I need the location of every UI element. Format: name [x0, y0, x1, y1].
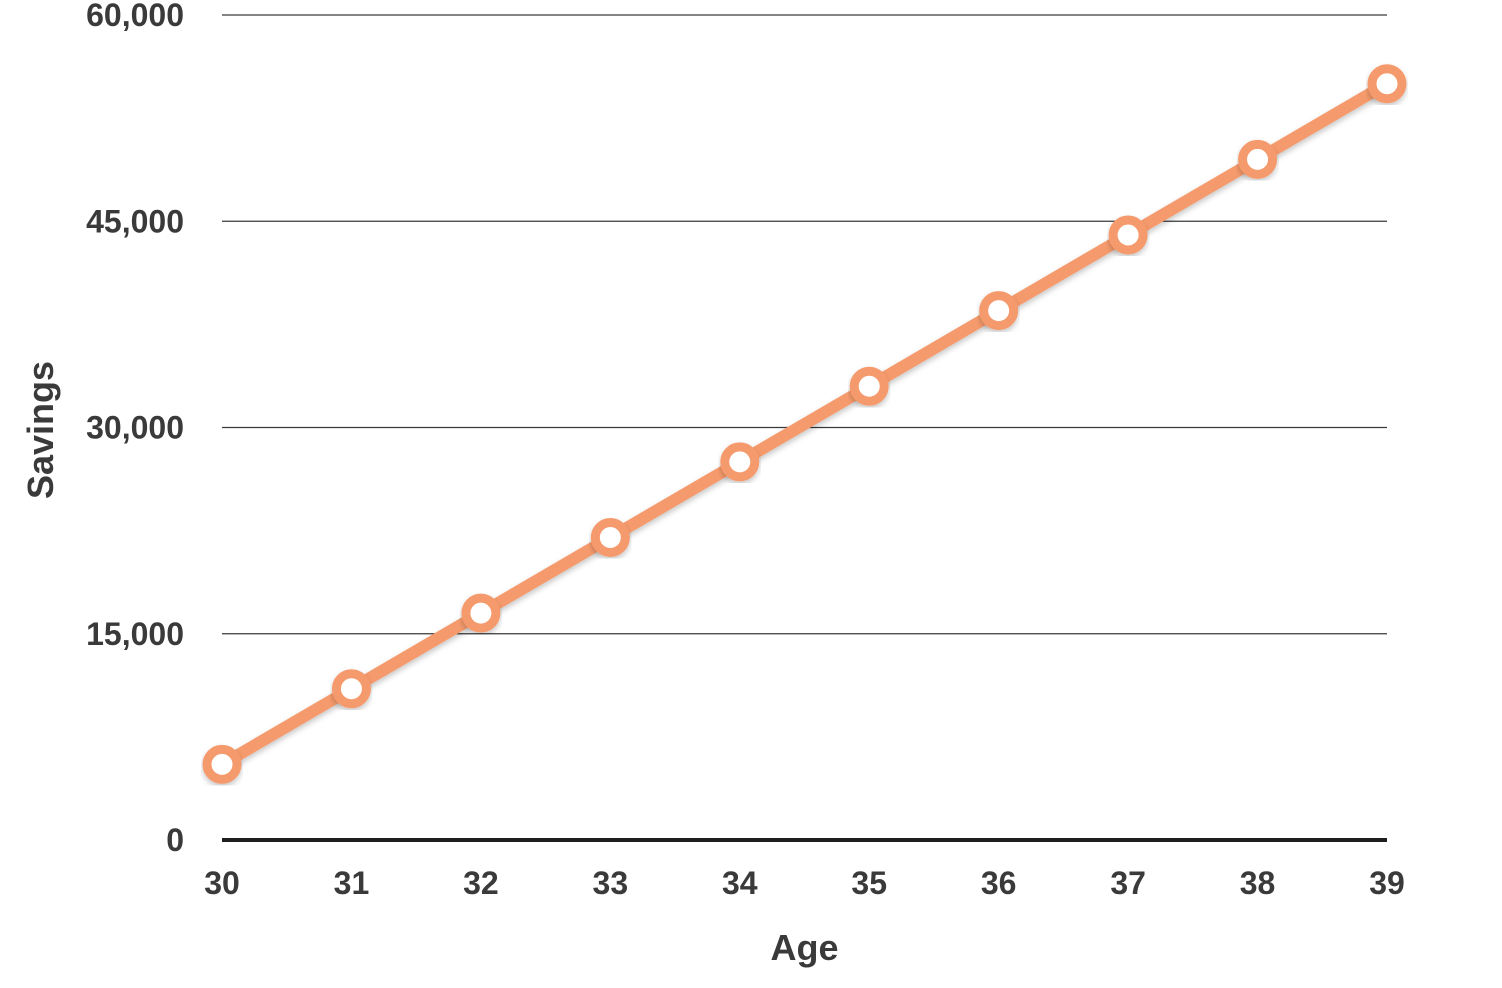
series-savings [202, 64, 1407, 784]
data-point [1367, 64, 1407, 104]
x-tick-label: 34 [722, 865, 758, 901]
x-tick-label: 30 [204, 865, 240, 901]
series-line [216, 77, 1393, 771]
x-tick-label: 38 [1240, 865, 1276, 901]
data-point [1108, 215, 1148, 255]
y-tick-label: 15,000 [86, 616, 184, 652]
y-axis-title: Savings [20, 361, 61, 499]
x-tick-label: 35 [851, 865, 887, 901]
x-tick-label: 31 [334, 865, 370, 901]
x-tick-label: 37 [1110, 865, 1146, 901]
data-point [202, 744, 242, 784]
y-tick-label: 0 [166, 822, 184, 858]
y-tick-label: 60,000 [86, 0, 184, 33]
data-point [720, 442, 760, 482]
x-tick-label: 32 [463, 865, 499, 901]
data-point [590, 518, 630, 557]
data-point [1238, 139, 1278, 179]
x-axis-title: Age [770, 927, 838, 968]
x-tick-label: 33 [593, 865, 629, 901]
x-tick-label: 36 [981, 865, 1017, 901]
y-tick-labels: 0 15,000 30,000 45,000 60,000 [86, 0, 184, 858]
y-tick-label: 30,000 [86, 410, 184, 446]
x-tick-label: 39 [1369, 865, 1405, 901]
data-point [461, 593, 501, 633]
data-point [979, 291, 1019, 331]
grid-lines [222, 14, 1387, 635]
data-point [331, 669, 371, 709]
x-tick-labels: 30 31 32 33 34 35 36 37 38 39 [204, 865, 1405, 901]
data-point [849, 366, 889, 406]
y-tick-label: 45,000 [86, 203, 184, 239]
